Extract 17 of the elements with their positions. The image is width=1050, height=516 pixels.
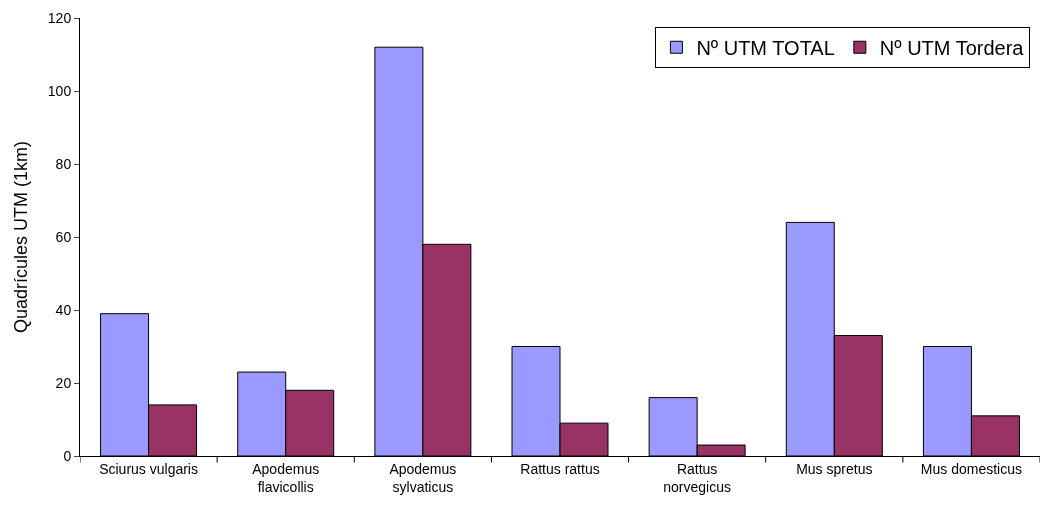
x-tick-label: Apodemus flavicollis: [252, 460, 320, 495]
legend-label: Nº UTM Tordera: [879, 37, 1025, 60]
y-tick-label: 20: [55, 374, 72, 391]
legend-label: Nº UTM TOTAL: [696, 37, 835, 60]
y-axis-title: Quadrícules UTM (1km): [11, 140, 32, 334]
y-tick-label: 80: [55, 155, 72, 172]
x-tick-label: Apodemus sylvaticus: [389, 460, 457, 495]
x-tick-label: Rattus norvegicus: [663, 460, 731, 495]
y-tick-label: 100: [47, 82, 72, 99]
y-tick-label: 60: [55, 228, 72, 245]
x-tick-label: Mus spretus: [796, 460, 873, 477]
x-tick-label: Rattus rattus: [520, 460, 600, 477]
x-tick-label: Mus domesticus: [920, 460, 1023, 477]
y-tick-label: 120: [47, 9, 72, 26]
y-tick-label: 40: [55, 301, 72, 318]
x-tick-label: Sciurus vulgaris: [99, 460, 198, 477]
y-tick-label: 0: [63, 447, 72, 464]
